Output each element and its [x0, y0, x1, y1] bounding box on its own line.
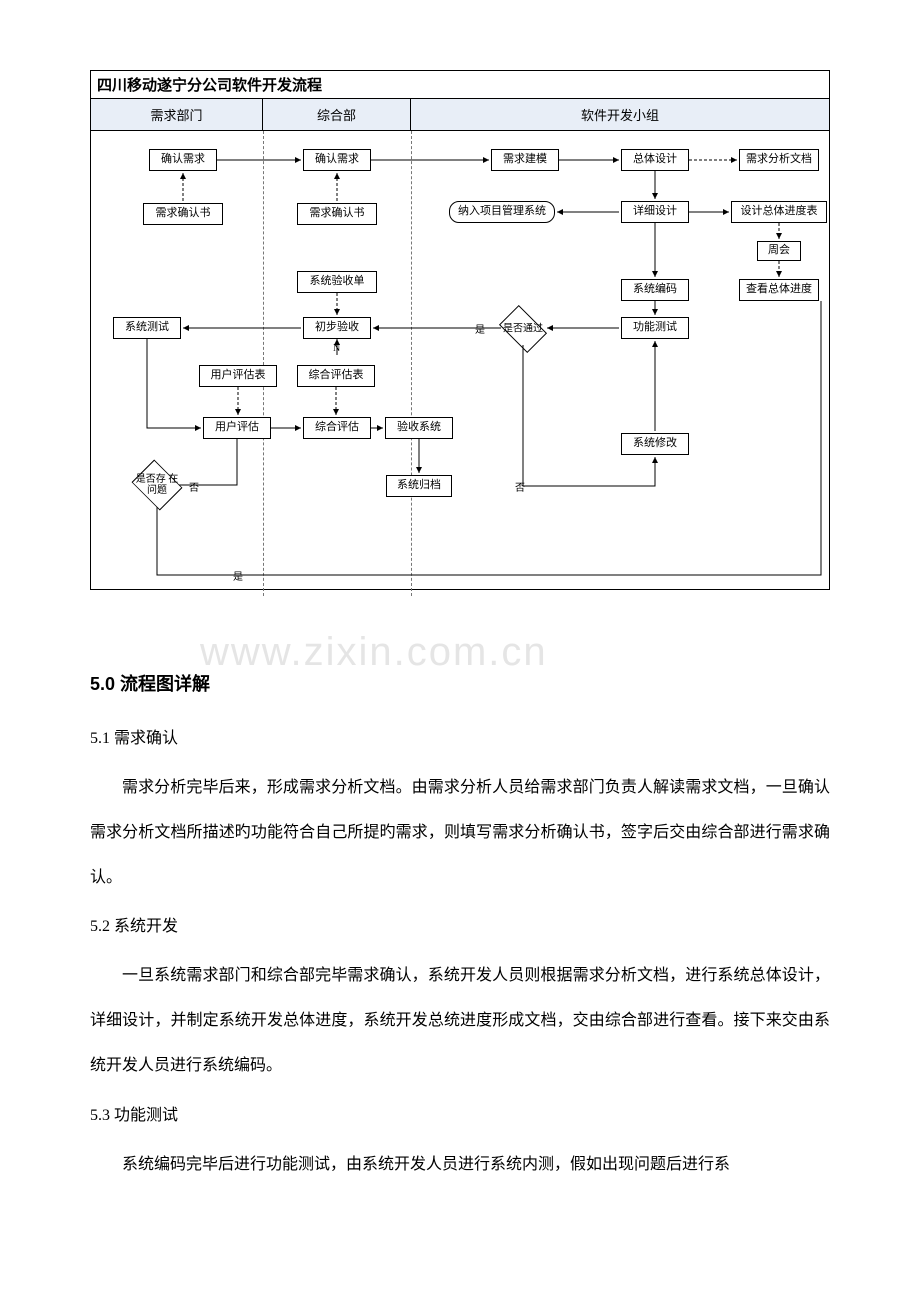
node-confirm-req-1: 确认需求: [149, 149, 217, 171]
node-func-test: 功能测试: [621, 317, 689, 339]
label-N: N: [333, 343, 340, 354]
node-schedule-doc: 设计总体进度表: [731, 201, 827, 223]
node-pre-accept: 初步验收: [303, 317, 371, 339]
heading-5-0: 5.0 流程图详解: [90, 670, 830, 696]
node-pass-check: 是否通过: [503, 315, 543, 343]
node-accept-form: 系统验收单: [297, 271, 377, 293]
lane-divider-2: [411, 131, 412, 596]
node-user-eval-form: 用户评估表: [199, 365, 277, 387]
node-sys-coding: 系统编码: [621, 279, 689, 301]
node-req-model: 需求建模: [491, 149, 559, 171]
sub-heading-5-3: 5.3 功能测试: [90, 1101, 830, 1125]
watermark-text: www.zixin.com.cn: [200, 630, 548, 675]
paragraph-5-1: 需求分析完毕后来，形成需求分析文档。由需求分析人员给需求部门负责人解读需求文档，…: [90, 766, 830, 900]
node-comp-eval-form: 综合评估表: [297, 365, 375, 387]
lane-header-2: 综合部: [263, 99, 411, 130]
node-view-progress: 查看总体进度: [739, 279, 819, 301]
node-weekly: 周会: [757, 241, 801, 261]
diagram-title: 四川移动遂宁分公司软件开发流程: [91, 71, 829, 99]
node-req-confirm-doc-1: 需求确认书: [143, 203, 223, 225]
paragraph-5-2: 一旦系统需求部门和综合部完毕需求确认，系统开发人员则根据需求分析文档，进行系统总…: [90, 954, 830, 1088]
swimlane-headers: 需求部门 综合部 软件开发小组: [91, 99, 829, 131]
paragraph-5-3: 系统编码完毕后进行功能测试，由系统开发人员进行系统内测，假如出现问题后进行系: [90, 1143, 830, 1188]
node-comp-eval: 综合评估: [303, 417, 371, 439]
node-user-eval: 用户评估: [203, 417, 271, 439]
node-detail-design: 详细设计: [621, 201, 689, 223]
node-confirm-req-2: 确认需求: [303, 149, 371, 171]
lane-header-1: 需求部门: [91, 99, 263, 130]
flowchart-diagram: 四川移动遂宁分公司软件开发流程 需求部门 综合部 软件开发小组 确认需求 确认需…: [90, 70, 830, 590]
node-problem-check: 是否存 在问题: [137, 465, 177, 505]
diagram-body: 确认需求 确认需求 需求建模 总体设计 需求分析文档 需求确认书 需求确认书 纳…: [91, 131, 829, 596]
node-overall-design: 总体设计: [621, 149, 689, 171]
node-sys-archive: 系统归档: [386, 475, 452, 497]
node-accept-sys: 验收系统: [385, 417, 453, 439]
node-req-analysis-doc: 需求分析文档: [739, 149, 819, 171]
node-req-confirm-doc-2: 需求确认书: [297, 203, 377, 225]
lane-divider-1: [263, 131, 264, 596]
sub-heading-5-2: 5.2 系统开发: [90, 912, 830, 936]
sub-heading-5-1: 5.1 需求确认: [90, 724, 830, 748]
label-no-2: 否: [515, 479, 525, 494]
lane-header-3: 软件开发小组: [411, 99, 829, 130]
node-pm-system: 纳入项目管理系统: [449, 201, 555, 223]
label-yes-1: 是: [475, 321, 485, 336]
label-no-1: 否: [189, 479, 199, 494]
label-yes-2: 是: [233, 568, 243, 583]
node-sys-fix: 系统修改: [621, 433, 689, 455]
node-sys-test: 系统测试: [113, 317, 181, 339]
